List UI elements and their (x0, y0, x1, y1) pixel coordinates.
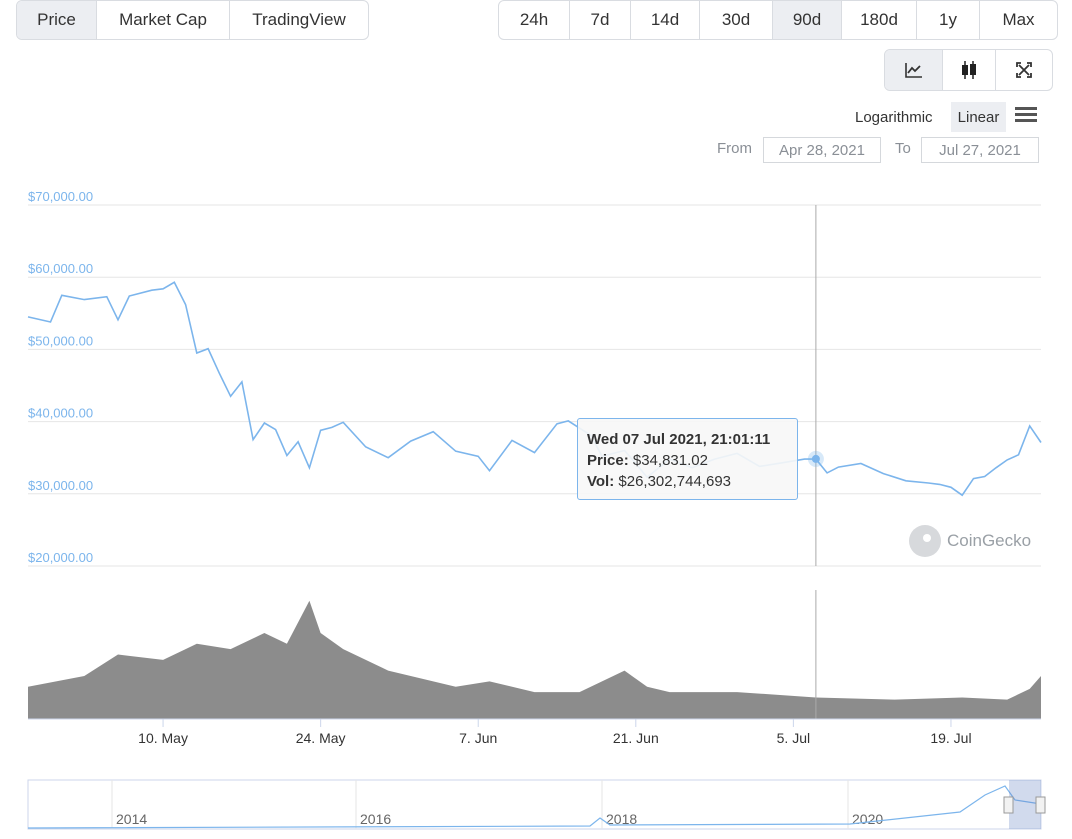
range-7d[interactable]: 7d (570, 1, 631, 39)
to-date-input[interactable]: Jul 27, 2021 (921, 137, 1039, 163)
fullscreen-icon (1016, 62, 1032, 78)
navigator-year-label: 2016 (360, 811, 391, 827)
range-max[interactable]: Max (1002, 10, 1035, 29)
navigator-handle-left (1003, 796, 1014, 814)
tooltip-price-label: Price: (587, 452, 629, 469)
tab-tradingview[interactable]: TradingView (252, 10, 346, 29)
tooltip-vol-value: $26,302,744,693 (618, 473, 732, 490)
range-1y[interactable]: 1y (917, 1, 980, 39)
y-tick-label: $20,000.00 (28, 550, 93, 565)
navigator-series (27, 785, 1042, 829)
price-chart[interactable]: $20,000.00 $30,000.00 $40,000.00 $50,000.00… (0, 180, 1072, 839)
coingecko-logo-icon (909, 525, 941, 557)
hamburger-menu-icon[interactable] (1015, 106, 1037, 129)
tooltip-price-value: $34,831.02 (632, 452, 708, 469)
navigator-year-label: 2014 (116, 811, 147, 827)
chart-type-buttons (884, 49, 1053, 91)
range-tabs: 24h 7d 14d 30d 90d 180d 1y Max (498, 0, 1058, 40)
range-30d[interactable]: 30d (700, 1, 773, 39)
volume-area (28, 600, 1041, 719)
y-tick-label: $60,000.00 (28, 261, 93, 276)
tab-market-cap[interactable]: Market Cap (97, 1, 230, 39)
x-tick-label: 19. Jul (930, 730, 971, 746)
tooltip-date: Wed 07 Jul 2021, 21:01:11 (587, 431, 771, 448)
to-label: To (895, 140, 911, 157)
range-180d[interactable]: 180d (842, 1, 917, 39)
watermark-text: CoinGecko (947, 531, 1032, 550)
candlestick-icon (962, 61, 976, 79)
range-90d[interactable]: 90d (773, 1, 842, 39)
navigator-handle-right (1035, 796, 1046, 814)
line-chart-icon (904, 63, 922, 78)
x-tick-label: 7. Jun (459, 730, 497, 746)
line-chart-button[interactable] (885, 50, 943, 90)
y-tick-label: $70,000.00 (28, 189, 93, 204)
logarithmic-toggle[interactable]: Logarithmic (855, 108, 933, 126)
navigator-year-label: 2018 (606, 811, 637, 827)
navigator-frame (27, 779, 1042, 830)
coingecko-watermark: CoinGecko (909, 525, 1031, 557)
metric-tabs: Price Market Cap TradingView (16, 0, 369, 40)
from-date-input[interactable]: Apr 28, 2021 (763, 137, 881, 163)
price-series-line (27, 281, 1042, 497)
y-tick-label: $50,000.00 (28, 333, 93, 348)
x-tick-label: 10. May (138, 730, 188, 746)
x-tick-label: 21. Jun (613, 730, 659, 746)
x-tick-label: 24. May (296, 730, 346, 746)
from-label: From (717, 140, 752, 157)
range-14d[interactable]: 14d (631, 1, 700, 39)
y-tick-label: $40,000.00 (28, 406, 93, 421)
navigator-year-label: 2020 (852, 811, 883, 827)
fullscreen-button[interactable] (996, 50, 1052, 90)
price-tooltip: Wed 07 Jul 2021, 21:01:11 Price: $34,831… (577, 418, 798, 500)
x-tick-label: 5. Jul (777, 730, 810, 746)
candlestick-button[interactable] (943, 50, 996, 90)
range-24h[interactable]: 24h (499, 1, 570, 39)
tab-price[interactable]: Price (17, 1, 97, 39)
linear-toggle[interactable]: Linear (951, 102, 1006, 132)
tooltip-vol-label: Vol: (587, 473, 615, 490)
hover-point (811, 454, 820, 463)
y-tick-label: $30,000.00 (28, 478, 93, 493)
